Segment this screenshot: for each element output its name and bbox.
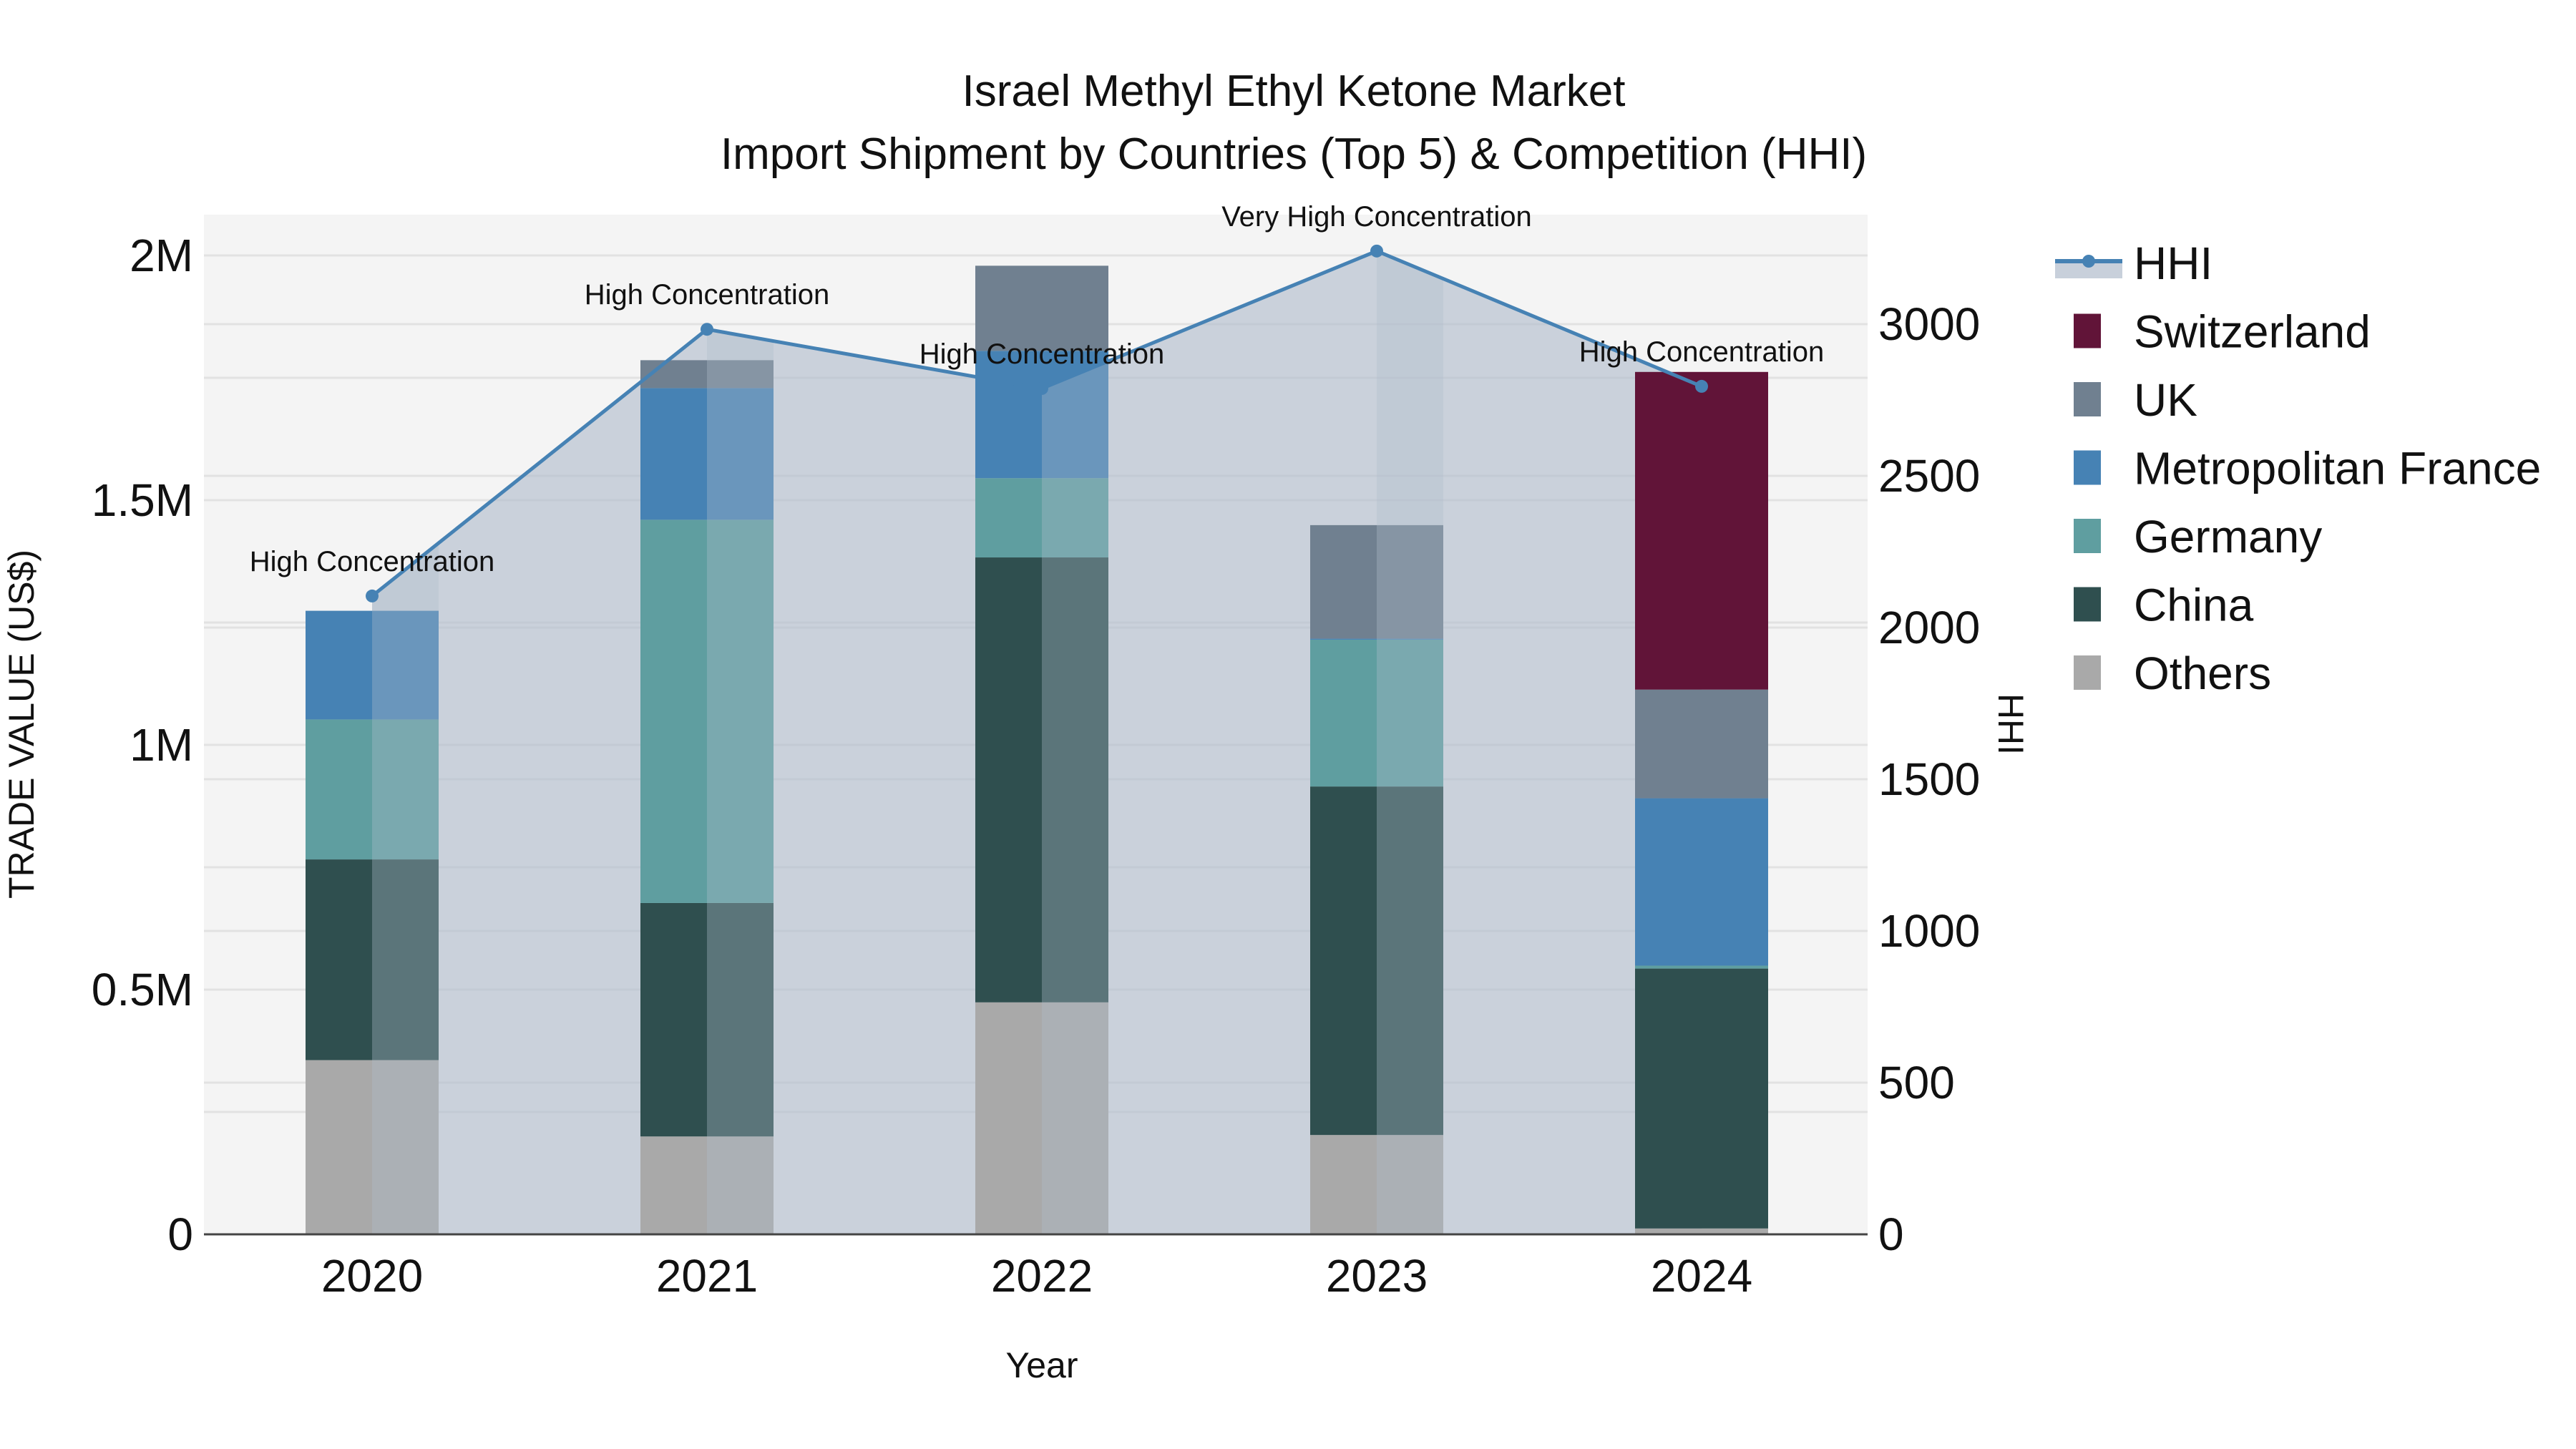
- y-right-tick: 0: [1878, 1209, 1904, 1260]
- hhi-line: [366, 244, 1708, 602]
- concentration-annotations: High Concentration High Concentration High…: [250, 201, 1824, 577]
- legend-swatch-icon: [2074, 519, 2101, 553]
- legend-swatch-icon: [2074, 587, 2101, 622]
- y-right-tick: 2500: [1878, 450, 1980, 502]
- legend-marker-icon: [2082, 255, 2095, 268]
- legend-item-china[interactable]: China: [2074, 580, 2254, 631]
- y-left-tick: 0: [167, 1209, 193, 1260]
- hhi-marker-2023: [1370, 244, 1383, 258]
- bar-segment-germany: [640, 519, 774, 903]
- bar-segment-others: [975, 1002, 1108, 1234]
- legend-swatch-icon: [2074, 450, 2101, 485]
- bar-segment-others: [1635, 1228, 1768, 1234]
- bar-stack-2020: [306, 610, 439, 1234]
- y-left-tick: 1M: [130, 719, 193, 771]
- legend-label: HHI: [2134, 238, 2212, 289]
- hhi-marker-2021: [701, 323, 713, 336]
- bar-segment-germany: [306, 719, 439, 860]
- annotation-2020: High Concentration: [250, 546, 494, 577]
- y-left-tick: 2M: [130, 230, 193, 281]
- bar-stack-2021: [640, 360, 774, 1234]
- y-right-axis-title: HHI: [1991, 693, 2031, 755]
- legend-item-uk[interactable]: UK: [2074, 374, 2197, 426]
- x-tick: 2024: [1651, 1250, 1752, 1302]
- y-right-tick: 2000: [1878, 602, 1980, 653]
- bar-segment-metropolitan-france: [1635, 798, 1768, 966]
- y-right-tick: 500: [1878, 1057, 1955, 1108]
- chart-title-line1: Israel Methyl Ethyl Ketone Market: [962, 67, 1626, 116]
- bar-stack-2024: [1635, 371, 1768, 1234]
- bar-segment-germany: [1310, 639, 1443, 787]
- bar-segment-switzerland: [1635, 371, 1768, 690]
- y-right-tick: 1000: [1878, 905, 1980, 957]
- bar-segment-metropolitan-france: [1310, 638, 1443, 640]
- legend-label: UK: [2134, 374, 2197, 426]
- bar-stack-2023: [1310, 525, 1443, 1234]
- legend-label: Others: [2134, 648, 2271, 699]
- bar-segment-uk: [975, 265, 1108, 351]
- hhi-marker-2020: [366, 589, 379, 602]
- legend-label: Metropolitan France: [2134, 443, 2541, 494]
- legend-item-metropolitan-france[interactable]: Metropolitan France: [2074, 443, 2541, 494]
- hhi-marker-2022: [1035, 381, 1048, 395]
- y-left-tick: 0.5M: [92, 964, 193, 1015]
- annotation-2021: High Concentration: [585, 279, 829, 311]
- legend-item-others[interactable]: Others: [2074, 648, 2271, 699]
- bar-segment-germany: [975, 478, 1108, 558]
- legend-label: China: [2134, 580, 2254, 631]
- legend-swatch-icon: [2074, 313, 2101, 348]
- bar-segment-germany: [1635, 965, 1768, 969]
- x-tick: 2021: [656, 1250, 758, 1302]
- bar-stack-2022: [975, 265, 1108, 1234]
- legend-swatch-icon: [2074, 655, 2101, 690]
- bar-segment-china: [975, 557, 1108, 1002]
- legend-label: Germany: [2134, 511, 2322, 562]
- legend-item-switzerland[interactable]: Switzerland: [2074, 306, 2371, 358]
- annotation-2024: High Concentration: [1579, 336, 1824, 368]
- x-tick: 2022: [991, 1250, 1093, 1302]
- legend-item-hhi[interactable]: HHI: [2055, 238, 2212, 289]
- x-tick: 2020: [321, 1250, 423, 1302]
- bar-segment-others: [1310, 1135, 1443, 1234]
- hhi-marker-2024: [1695, 379, 1708, 393]
- x-tick: 2023: [1326, 1250, 1428, 1302]
- chart-title-line2: Import Shipment by Countries (Top 5) & C…: [721, 130, 1867, 179]
- bar-segment-metropolitan-france: [306, 610, 439, 720]
- bar-segment-metropolitan-france: [640, 388, 774, 520]
- y-right-tick-labels: 0 500 1000 1500 2000 2500 3000: [1878, 298, 1980, 1260]
- x-tick-labels: 2020 2021 2022 2023 2024: [321, 1250, 1752, 1302]
- bar-segment-uk: [1635, 689, 1768, 799]
- legend: HHI Switzerland UK Metropolitan France Germa…: [2055, 238, 2541, 699]
- y-right-tick: 1500: [1878, 753, 1980, 805]
- bar-segment-others: [640, 1136, 774, 1234]
- y-left-tick-labels: 0 0.5M 1M 1.5M 2M: [92, 230, 193, 1260]
- y-left-tick: 1.5M: [92, 474, 193, 526]
- bar-segment-uk: [1310, 525, 1443, 639]
- bar-segment-others: [306, 1060, 439, 1234]
- annotation-2023: Very High Concentration: [1221, 201, 1532, 233]
- bar-segment-china: [1635, 968, 1768, 1229]
- y-right-tick: 3000: [1878, 298, 1980, 350]
- x-axis-title: Year: [1005, 1345, 1078, 1385]
- y-left-axis-title: TRADE VALUE (US$): [1, 550, 42, 899]
- annotation-2022: High Concentration: [919, 338, 1164, 370]
- legend-swatch-icon: [2074, 382, 2101, 416]
- bar-segment-china: [306, 859, 439, 1060]
- bar-segment-china: [640, 902, 774, 1137]
- legend-label: Switzerland: [2134, 306, 2371, 358]
- bar-segment-china: [1310, 786, 1443, 1136]
- legend-item-germany[interactable]: Germany: [2074, 511, 2322, 562]
